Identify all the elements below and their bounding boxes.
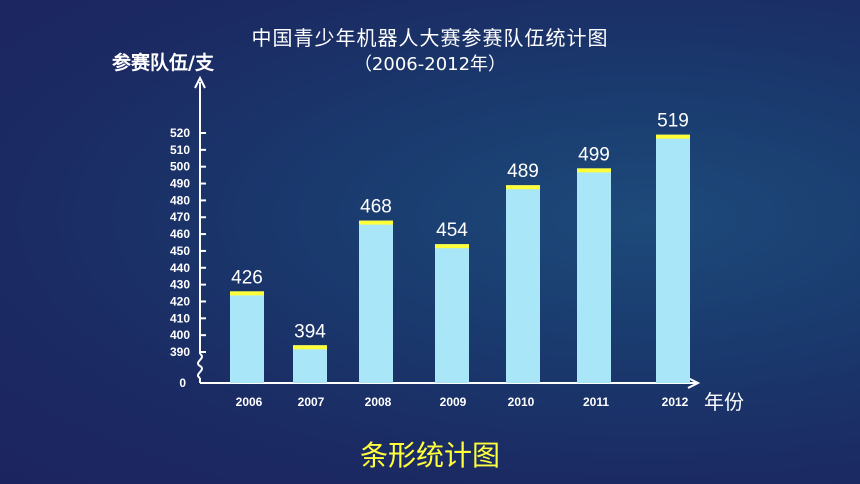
bar xyxy=(656,134,690,383)
bar-cap xyxy=(359,220,393,225)
y-axis-label: 参赛队伍/支 xyxy=(112,52,214,74)
bar xyxy=(435,244,469,383)
data-label: 394 xyxy=(294,321,326,342)
y-tick-label: 410 xyxy=(170,311,190,325)
bar-cap xyxy=(656,134,690,139)
bar-cap xyxy=(506,185,540,190)
x-tick-label: 2009 xyxy=(440,395,467,409)
y-tick-label: 490 xyxy=(170,177,190,191)
y-tick-label: 0 xyxy=(179,376,186,390)
chart-caption: 条形统计图 xyxy=(359,439,500,472)
y-tick-label: 520 xyxy=(170,126,190,140)
chart-subtitle: （2006-2012年） xyxy=(353,54,507,75)
y-axis-arrow xyxy=(194,75,206,89)
chart-title: 中国青少年机器人大赛参赛队伍统计图 xyxy=(251,26,609,50)
data-label: 489 xyxy=(507,161,539,182)
y-tick-label: 460 xyxy=(170,227,190,241)
bar xyxy=(359,220,393,383)
y-tick-label: 510 xyxy=(170,143,190,157)
y-tick-label: 440 xyxy=(170,261,190,275)
axis-break-mark xyxy=(197,353,203,379)
bar-cap xyxy=(577,168,611,173)
y-tick-label: 400 xyxy=(170,328,190,342)
data-label: 454 xyxy=(436,220,468,241)
y-tick-label: 430 xyxy=(170,278,190,292)
bar xyxy=(506,185,540,383)
bar-cap xyxy=(435,244,469,249)
x-tick-label: 2008 xyxy=(365,395,392,409)
x-tick-label: 2010 xyxy=(508,395,535,409)
data-label: 468 xyxy=(360,197,392,218)
y-tick-label: 480 xyxy=(170,193,190,207)
x-axis-label: 年份 xyxy=(704,390,744,414)
y-tick-label: 450 xyxy=(170,244,190,258)
y-tick-label: 470 xyxy=(170,210,190,224)
data-label: 499 xyxy=(578,144,610,165)
y-tick-label: 420 xyxy=(170,294,190,308)
y-tick-label: 500 xyxy=(170,160,190,174)
x-tick-label: 2006 xyxy=(236,395,263,409)
x-tick-label: 2012 xyxy=(662,395,689,409)
y-tick-label: 390 xyxy=(170,345,190,359)
bar xyxy=(293,345,327,383)
data-label: 519 xyxy=(657,111,689,132)
bars: 426 394 468 454 489 499 519 xyxy=(230,111,690,383)
bar xyxy=(577,168,611,383)
y-ticks: 0 390 400 410 420 430 440 450 460 470 480 490 500 510… xyxy=(170,126,206,390)
x-tick-label: 2007 xyxy=(298,395,325,409)
x-tick-label: 2011 xyxy=(583,395,609,409)
data-label: 426 xyxy=(231,267,263,288)
x-tick-labels: 2006 2007 2008 2009 2010 2011 2012 xyxy=(236,395,689,409)
bar xyxy=(230,291,264,383)
bar-cap xyxy=(230,291,264,296)
x-axis-arrow xyxy=(687,377,701,389)
bar-cap xyxy=(293,345,327,350)
